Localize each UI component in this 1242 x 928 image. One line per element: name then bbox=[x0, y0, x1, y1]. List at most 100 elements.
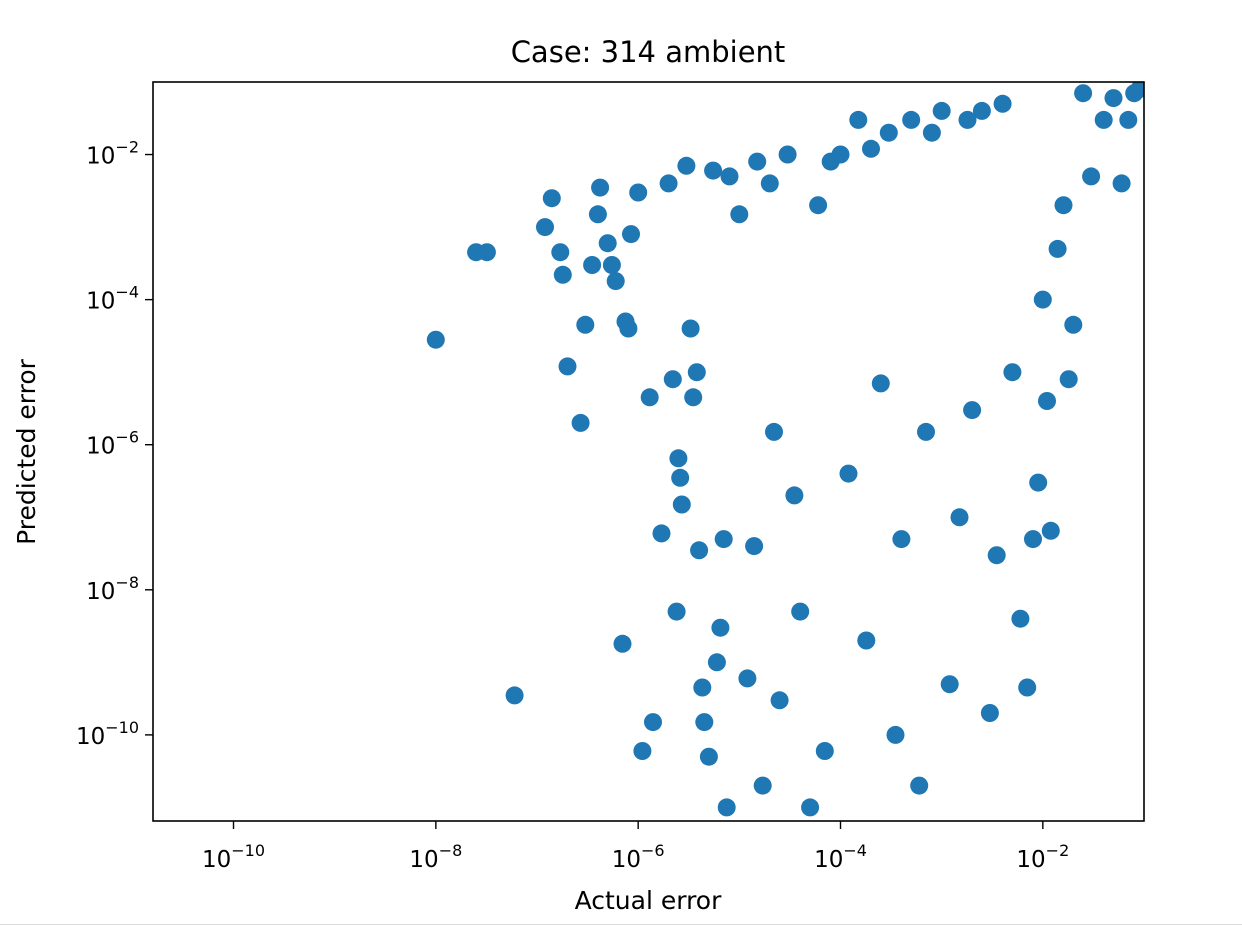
plot-frame bbox=[152, 81, 1145, 822]
scatter-point bbox=[693, 678, 712, 697]
scatter-point bbox=[801, 798, 820, 817]
scatter-point bbox=[699, 747, 718, 766]
scatter-point bbox=[1082, 167, 1101, 186]
scatter-point bbox=[1059, 370, 1078, 389]
scatter-point bbox=[963, 401, 982, 420]
scatter-point bbox=[477, 243, 496, 262]
x-tick-label: 10−4 bbox=[814, 841, 867, 873]
scatter-point bbox=[910, 776, 929, 795]
scatter-point bbox=[720, 167, 739, 186]
scatter-point bbox=[993, 94, 1012, 113]
scatter-point bbox=[644, 713, 662, 732]
scatter-point bbox=[815, 742, 834, 760]
x-tick-label: 10−2 bbox=[1016, 841, 1069, 873]
scatter-point bbox=[629, 183, 648, 202]
scatter-point bbox=[695, 713, 714, 732]
scatter-point bbox=[633, 742, 652, 760]
scatter-point bbox=[583, 256, 602, 274]
scatter-point bbox=[879, 123, 898, 142]
x-tick-label: 10−10 bbox=[202, 841, 265, 873]
scatter-point bbox=[711, 618, 730, 637]
scatter-point bbox=[902, 110, 921, 129]
y-tick-label: 10−2 bbox=[86, 138, 139, 170]
x-axis-label: Actual error bbox=[575, 886, 723, 915]
y-tick-label: 10−10 bbox=[76, 718, 139, 750]
scatter-point bbox=[622, 225, 640, 244]
scatter-point bbox=[760, 174, 779, 193]
scatter-point bbox=[862, 139, 880, 158]
scatter-point bbox=[1038, 392, 1056, 410]
scatter-point bbox=[542, 189, 561, 208]
scatter-point bbox=[770, 691, 789, 710]
scatter-point bbox=[972, 101, 991, 120]
scatter-point bbox=[748, 152, 767, 171]
scatter-point bbox=[690, 541, 709, 560]
scatter-point bbox=[553, 265, 572, 284]
x-axis-ticks: 10−10 10−8 10−6 10−4 10−2 bbox=[202, 821, 1069, 873]
scatter-point bbox=[785, 486, 804, 505]
scatter-point bbox=[576, 315, 595, 334]
scatter-point bbox=[602, 256, 621, 274]
scatter-point bbox=[1074, 84, 1093, 103]
scatter-point bbox=[588, 205, 607, 224]
scatter-point bbox=[714, 530, 733, 549]
scatter-point bbox=[652, 524, 671, 543]
scatter-point bbox=[536, 218, 554, 237]
scatter-point bbox=[551, 243, 570, 262]
scatter-point bbox=[1119, 110, 1138, 129]
scatter-point bbox=[765, 422, 783, 441]
scatter-point bbox=[1018, 678, 1037, 697]
scatter-point bbox=[667, 602, 686, 621]
scatter-point bbox=[778, 145, 797, 164]
scatter-point bbox=[687, 363, 706, 382]
scatter-point bbox=[1011, 609, 1030, 628]
scatter-point bbox=[672, 495, 691, 514]
y-tick-label: 10−4 bbox=[86, 283, 139, 315]
scatter-point bbox=[598, 234, 617, 253]
scatter-point bbox=[558, 357, 577, 376]
scatter-point bbox=[717, 798, 736, 817]
scatter-point bbox=[922, 123, 941, 142]
scatter-point bbox=[1054, 196, 1073, 215]
y-tick-label: 10−8 bbox=[86, 573, 139, 605]
scatter-point bbox=[606, 272, 625, 291]
scatter-point bbox=[659, 174, 678, 193]
scatter-point bbox=[1094, 110, 1113, 129]
scatter-point bbox=[1041, 521, 1060, 540]
scatter-point bbox=[1003, 363, 1022, 382]
scatter-point bbox=[892, 530, 911, 549]
scatter-point bbox=[809, 196, 828, 215]
scatter-point bbox=[958, 110, 977, 129]
scatter-point bbox=[857, 631, 876, 650]
y-axis-ticks: 10−2 10−4 10−6 10−8 10−10 bbox=[76, 138, 153, 750]
scatter-point bbox=[917, 422, 935, 441]
scatter-point bbox=[1130, 82, 1144, 98]
scatter-point bbox=[1064, 315, 1083, 334]
scatter-point bbox=[932, 101, 951, 120]
scatter-point bbox=[1029, 473, 1048, 492]
scatter-point bbox=[871, 374, 890, 393]
scatter-point bbox=[791, 602, 810, 621]
scatter-point bbox=[707, 653, 726, 672]
scatter-point bbox=[640, 388, 659, 407]
scatter-point bbox=[669, 449, 688, 468]
scatter-point bbox=[704, 161, 723, 180]
scatter-point bbox=[738, 669, 757, 688]
scatter-point bbox=[730, 205, 749, 224]
scatter-point bbox=[663, 370, 682, 389]
scatter-point bbox=[677, 156, 696, 175]
scatter-point bbox=[1048, 239, 1067, 258]
scatter-point bbox=[505, 686, 524, 705]
scatter-point bbox=[745, 537, 764, 556]
y-axis-label: Predicted error bbox=[12, 358, 41, 545]
scatter-point bbox=[1104, 89, 1123, 108]
chart-title: Case: 314 ambient bbox=[511, 35, 786, 69]
scatter-point bbox=[591, 178, 610, 197]
plot-area bbox=[426, 82, 1144, 817]
scatter-point bbox=[950, 508, 969, 527]
scatter-point bbox=[1024, 530, 1042, 549]
scatter-point bbox=[980, 704, 999, 722]
scatter-point bbox=[426, 330, 445, 349]
